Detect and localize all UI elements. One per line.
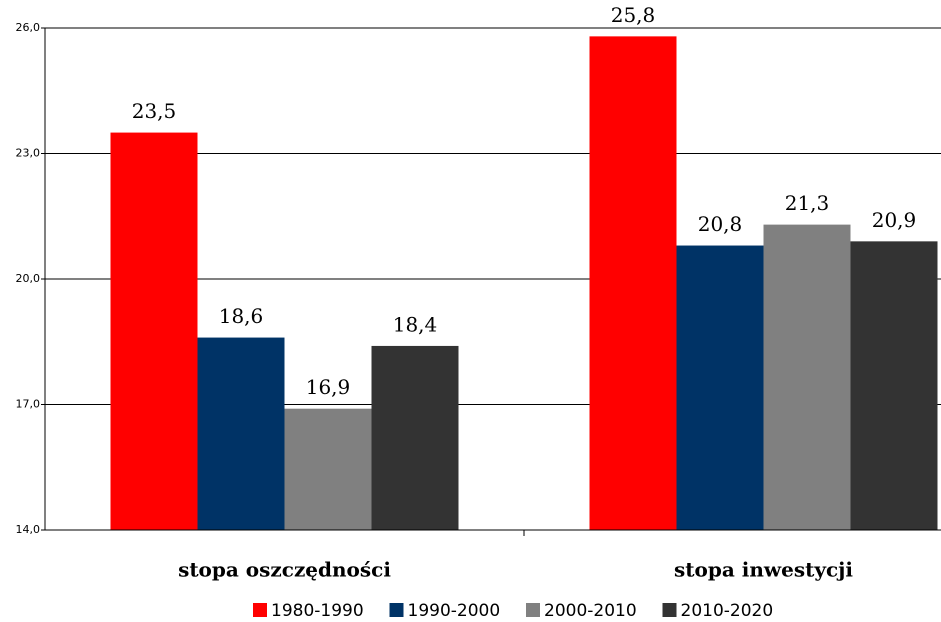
bar bbox=[850, 241, 938, 530]
bar bbox=[284, 408, 372, 530]
legend-swatch bbox=[389, 603, 404, 617]
bar bbox=[589, 36, 677, 530]
legend-label: 1990-2000 bbox=[408, 601, 501, 621]
legend-label: 1980-1990 bbox=[271, 601, 364, 621]
y-tick-label: 14,0 bbox=[16, 523, 41, 536]
bar bbox=[763, 224, 851, 530]
y-tick-label: 23,0 bbox=[16, 147, 41, 160]
y-tick-label: 20,0 bbox=[16, 272, 41, 285]
x-tick-label: stopa oszczędności bbox=[178, 558, 391, 582]
value-label: 18,4 bbox=[393, 312, 438, 336]
legend-swatch bbox=[253, 603, 267, 617]
y-tick-label: 26,0 bbox=[16, 21, 41, 34]
bar bbox=[371, 345, 459, 530]
x-tick-label: stopa inwestycji bbox=[674, 558, 853, 582]
value-label: 18,6 bbox=[219, 304, 264, 328]
legend-swatch bbox=[526, 603, 540, 617]
value-label: 20,9 bbox=[872, 208, 917, 232]
legend-label: 2010-2020 bbox=[681, 601, 774, 621]
value-label: 16,9 bbox=[306, 375, 351, 399]
value-label: 25,8 bbox=[611, 3, 656, 27]
bar bbox=[676, 245, 764, 531]
legend-label: 2000-2010 bbox=[544, 601, 637, 621]
value-label: 20,8 bbox=[698, 212, 743, 236]
value-label: 23,5 bbox=[132, 99, 177, 123]
bar bbox=[197, 337, 285, 530]
value-label: 21,3 bbox=[785, 191, 830, 215]
y-tick-label: 17,0 bbox=[16, 398, 41, 411]
legend-swatch bbox=[662, 603, 677, 617]
bar bbox=[110, 132, 198, 531]
